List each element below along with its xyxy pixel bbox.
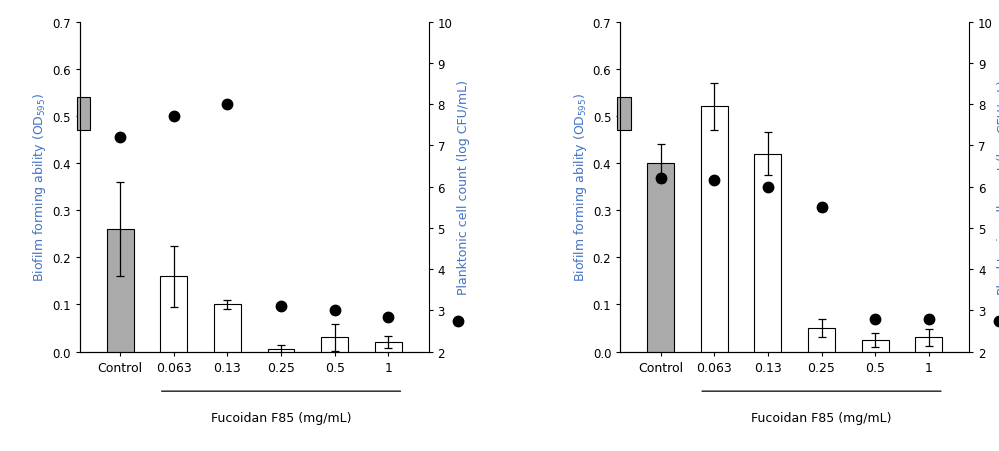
Bar	[754, 154, 781, 352]
Bar	[915, 338, 942, 352]
Bar	[161, 276, 187, 352]
Bar	[808, 328, 835, 352]
Y-axis label: Planktonic cell count (log CFU/mL): Planktonic cell count (log CFU/mL)	[457, 80, 470, 295]
Bar	[107, 230, 134, 352]
Y-axis label: Biofilm forming ability (OD$_{595}$): Biofilm forming ability (OD$_{595}$)	[31, 93, 48, 281]
Bar	[647, 164, 674, 352]
Text: Fucoidan F85 (mg/mL): Fucoidan F85 (mg/mL)	[751, 411, 892, 424]
Bar	[375, 342, 402, 352]
Bar	[214, 305, 241, 352]
Bar	[268, 350, 295, 352]
Y-axis label: Biofilm forming ability (OD$_{595}$): Biofilm forming ability (OD$_{595}$)	[571, 93, 588, 281]
Bar	[701, 107, 727, 352]
Bar	[322, 338, 348, 352]
Bar	[862, 340, 888, 352]
Y-axis label: Planktonic cell count (log CFU/mL): Planktonic cell count (log CFU/mL)	[997, 80, 999, 295]
Text: Fucoidan F85 (mg/mL): Fucoidan F85 (mg/mL)	[211, 411, 352, 424]
Bar	[77, 98, 90, 131]
Bar	[617, 98, 630, 131]
